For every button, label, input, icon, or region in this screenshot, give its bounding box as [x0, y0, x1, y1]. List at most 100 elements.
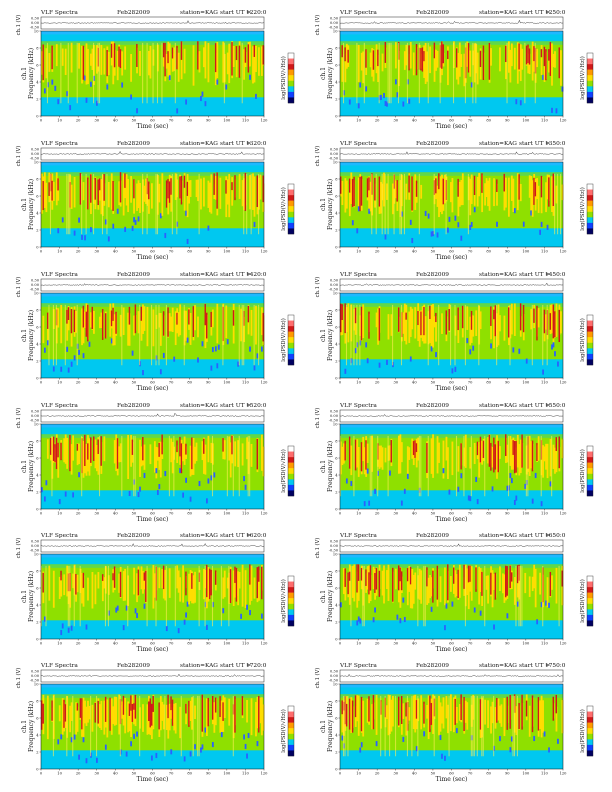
time-tick-label: 80	[187, 250, 192, 254]
frequency-tick-label: 4	[335, 342, 338, 346]
time-axis-label: Time (sec)	[436, 646, 468, 653]
time-tick-label: 120	[261, 381, 269, 385]
frequency-axis-label: Frequency (kHz)	[327, 310, 334, 361]
waveform-axis-label: ch.1 (V)	[314, 538, 321, 559]
time-tick-label: 110	[242, 642, 250, 646]
panel-date: Feb282009	[117, 272, 150, 278]
panel-date: Feb282009	[416, 10, 449, 16]
time-tick-label: 80	[486, 512, 491, 516]
spectrogram-image	[340, 293, 563, 378]
time-tick-label: 90	[505, 119, 510, 123]
waveform-tick-label: 0.00	[330, 544, 339, 548]
time-tick-label: 50	[132, 642, 137, 646]
frequency-tick-label: 0	[335, 767, 338, 771]
waveform-trace	[339, 19, 564, 24]
time-tick-label: 120	[560, 119, 568, 123]
frequency-channel-label: ch.1	[21, 720, 28, 733]
frequency-tick-label: 8	[335, 308, 338, 312]
time-tick-label: 20	[76, 642, 81, 646]
waveform-axis-label: ch.1 (V)	[314, 15, 321, 36]
time-tick-label: 70	[468, 642, 473, 646]
time-tick-label: 90	[505, 772, 510, 776]
time-tick-label: 40	[412, 250, 417, 254]
frequency-tick-label: 6	[335, 325, 338, 329]
colorbar	[287, 445, 295, 497]
waveform-trace	[339, 414, 564, 417]
time-tick-label: 70	[468, 512, 473, 516]
time-tick-label: 70	[169, 381, 174, 385]
spectrogram-panel: VLF Spectra Feb282009 station=KAG start UT …	[311, 139, 597, 265]
time-tick-label: 80	[187, 512, 192, 516]
time-axis-label: Time (sec)	[436, 776, 468, 783]
time-tick-label: 110	[242, 119, 250, 123]
time-tick-label: 110	[541, 119, 549, 123]
start-ut-prefix: start UT =	[220, 272, 251, 278]
waveform-trace	[40, 283, 265, 286]
spectrogram-panel: VLF Spectra Feb282009 station=KAG start UT …	[311, 401, 597, 527]
time-tick-label: 50	[431, 642, 436, 646]
time-tick-label: 30	[393, 772, 398, 776]
panel-title: VLF Spectra	[339, 272, 377, 278]
time-tick-label: 10	[356, 772, 361, 776]
panel-title: VLF Spectra	[339, 141, 377, 147]
spectrogram-figure: VLF Spectra Feb282009 station=KAG start UT …	[314, 141, 594, 261]
time-axis-label: Time (sec)	[137, 123, 169, 130]
panel-title: VLF Spectra	[40, 10, 78, 16]
start-ut-prefix: start UT =	[519, 663, 550, 669]
time-tick-label: 0	[40, 250, 43, 254]
time-tick-label: 0	[339, 772, 342, 776]
waveform-tick-label: 0.30	[31, 148, 40, 152]
waveform-axis-label: ch.1 (V)	[15, 668, 22, 689]
time-tick-label: 110	[541, 250, 549, 254]
waveform-tick-label: 0.30	[330, 17, 339, 21]
colorbar	[287, 575, 295, 627]
frequency-channel-label: ch.1	[21, 67, 28, 80]
panel-date: Feb282009	[117, 141, 150, 147]
time-axis-label: Time (sec)	[137, 385, 169, 392]
frequency-axis-label: Frequency (kHz)	[327, 701, 334, 752]
spectrogram-image	[41, 684, 265, 769]
time-tick-label: 110	[541, 381, 549, 385]
frequency-tick-label: 8	[36, 46, 39, 50]
frequency-channel-label: ch.1	[320, 67, 327, 80]
spectrogram-image	[41, 424, 265, 509]
waveform-tick-label: 0.30	[330, 279, 339, 283]
colorbar-label: log(PSD(V/√Hz))	[280, 579, 287, 622]
time-tick-label: 40	[113, 642, 118, 646]
frequency-tick-label: 6	[36, 194, 39, 198]
waveform-axis-label: ch.1 (V)	[15, 146, 22, 167]
spectrogram-panel: VLF Spectra Feb282009 station=KAG start UT …	[311, 8, 597, 134]
frequency-tick-label: 2	[335, 750, 337, 754]
colorbar	[287, 52, 295, 104]
waveform-tick-label: 0.30	[31, 279, 40, 283]
start-ut-value: 1450:0	[545, 272, 566, 278]
frequency-tick-label: 4	[36, 603, 39, 607]
start-ut-value: 1320:0	[246, 141, 267, 147]
frequency-tick-label: 10	[333, 552, 338, 556]
frequency-tick-label: 6	[36, 456, 39, 460]
frequency-channel-label: ch.1	[21, 329, 28, 342]
panel-station: station=KAG	[180, 403, 218, 409]
time-tick-label: 20	[375, 642, 380, 646]
frequency-tick-label: 4	[335, 211, 338, 215]
waveform-tick-label: -0.30	[329, 679, 339, 683]
frequency-channel-label: ch.1	[320, 720, 327, 733]
start-ut-prefix: start UT =	[220, 663, 251, 669]
colorbar	[586, 314, 594, 366]
spectrogram-image	[41, 554, 264, 639]
frequency-axis-label: Frequency (kHz)	[327, 48, 334, 99]
spectrogram-panel: VLF Spectra Feb282009 station=KAG start UT …	[311, 661, 597, 787]
frequency-tick-label: 2	[36, 97, 38, 101]
time-tick-label: 110	[541, 772, 549, 776]
frequency-axis-label: Frequency (kHz)	[28, 441, 35, 492]
time-tick-label: 100	[223, 642, 231, 646]
frequency-tick-label: 10	[34, 552, 39, 556]
time-tick-label: 30	[393, 381, 398, 385]
frequency-tick-label: 2	[335, 359, 337, 363]
frequency-tick-label: 2	[36, 359, 38, 363]
time-tick-label: 40	[412, 512, 417, 516]
waveform-trace	[339, 282, 564, 286]
time-tick-label: 30	[393, 642, 398, 646]
frequency-axis-label: Frequency (kHz)	[28, 701, 35, 752]
